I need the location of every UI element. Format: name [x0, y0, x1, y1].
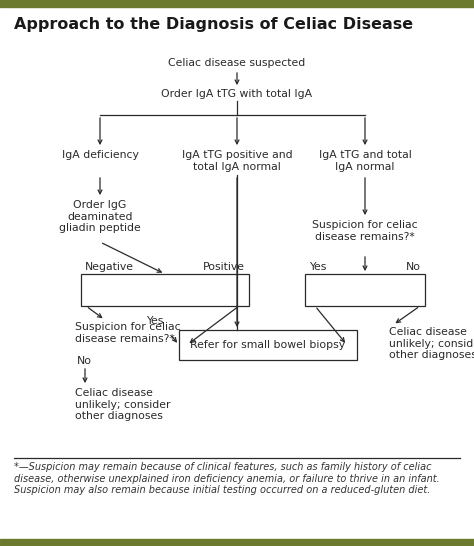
Text: Approach to the Diagnosis of Celiac Disease: Approach to the Diagnosis of Celiac Dise… — [14, 17, 413, 32]
Bar — [305, 274, 425, 306]
Text: Positive: Positive — [203, 262, 245, 272]
Text: Order IgG
deaminated
gliadin peptide: Order IgG deaminated gliadin peptide — [59, 200, 141, 233]
Text: IgA deficiency: IgA deficiency — [62, 150, 138, 160]
Bar — [81, 274, 249, 306]
Text: Yes: Yes — [146, 316, 164, 326]
Text: Celiac disease
unlikely; consider
other diagnoses: Celiac disease unlikely; consider other … — [75, 388, 171, 421]
Bar — [0, 0, 474, 7]
Text: Order IgA tTG with total IgA: Order IgA tTG with total IgA — [162, 89, 312, 99]
Text: Negative: Negative — [85, 262, 134, 272]
Text: *—Suspicion may remain because of clinical features, such as family history of c: *—Suspicion may remain because of clinic… — [14, 462, 440, 495]
Text: No: No — [77, 356, 92, 366]
Text: Suspicion for celiac
disease remains?*: Suspicion for celiac disease remains?* — [75, 322, 181, 343]
Bar — [179, 330, 357, 360]
Bar — [0, 539, 474, 546]
Text: Celiac disease
unlikely; consider
other diagnoses: Celiac disease unlikely; consider other … — [389, 327, 474, 360]
Text: Suspicion for celiac
disease remains?*: Suspicion for celiac disease remains?* — [312, 220, 418, 241]
Text: Refer for small bowel biopsy: Refer for small bowel biopsy — [191, 340, 346, 350]
Text: Celiac disease suspected: Celiac disease suspected — [168, 58, 306, 68]
Text: IgA tTG and total
IgA normal: IgA tTG and total IgA normal — [319, 150, 411, 171]
Text: No: No — [406, 262, 421, 272]
Text: IgA tTG positive and
total IgA normal: IgA tTG positive and total IgA normal — [182, 150, 292, 171]
Text: Yes: Yes — [309, 262, 327, 272]
